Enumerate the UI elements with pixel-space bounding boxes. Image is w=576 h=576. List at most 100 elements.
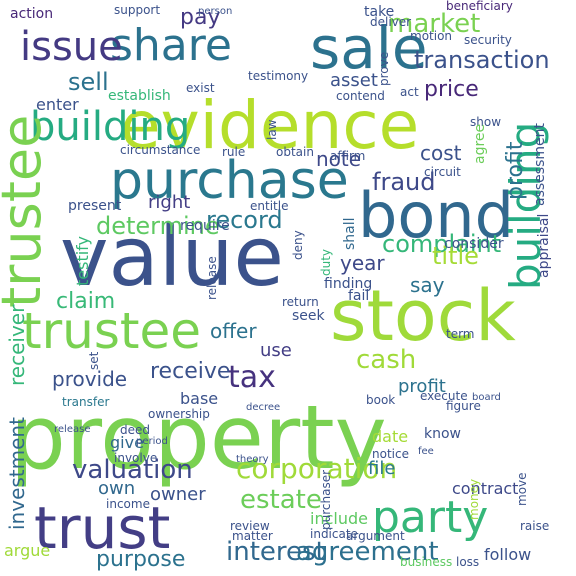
- word-purchaser: purchaser: [319, 470, 333, 530]
- word-receiver: receiver: [5, 304, 29, 386]
- word-fail: fail: [348, 288, 369, 304]
- word-offer: determine: [96, 212, 220, 240]
- word-price: transaction: [414, 46, 550, 74]
- word-estate: corporation: [236, 452, 397, 485]
- word-establish: establish: [108, 88, 171, 104]
- word-evidence: evidence: [120, 87, 419, 164]
- word-support: support: [114, 3, 160, 17]
- word-figure: figure: [446, 399, 481, 413]
- word-follow: follow: [484, 545, 531, 564]
- word-own: own: [98, 478, 135, 499]
- word-base: base: [180, 389, 218, 408]
- word-property: property: [10, 386, 387, 489]
- word-execute: execute: [420, 389, 468, 403]
- word-notice: notice: [372, 447, 409, 461]
- word-transfer: transfer: [62, 395, 109, 409]
- word-transaction: purpose: [96, 547, 185, 572]
- word-contend: contend: [336, 89, 385, 103]
- word-require: require: [180, 218, 230, 234]
- word-sell: building: [30, 104, 190, 150]
- word-money: money: [467, 479, 481, 520]
- word-exist: exist: [186, 81, 215, 95]
- word-testimony: testimony: [248, 69, 308, 83]
- word-return: return: [282, 295, 319, 309]
- word-purchase: purchase: [110, 151, 349, 211]
- word-term: term: [446, 327, 475, 341]
- word-year: title: [432, 242, 479, 270]
- word-claim: fraud: [372, 168, 435, 196]
- word-period: period: [136, 436, 168, 447]
- word-act: act: [400, 85, 419, 99]
- word-decree: decree: [246, 402, 280, 413]
- word-consider: consider: [444, 236, 504, 252]
- word-affirm: affirm: [330, 149, 365, 163]
- word-finding: finding: [324, 276, 372, 292]
- word-show: show: [470, 115, 501, 129]
- word-know: know: [424, 426, 461, 442]
- word-market: record: [206, 206, 283, 234]
- word-date: date: [372, 427, 408, 446]
- word-ownership: ownership: [148, 407, 210, 421]
- word-land: file: [368, 458, 395, 479]
- word-building: building: [501, 122, 550, 290]
- word-involve: involve: [114, 451, 157, 465]
- word-entitle: entitle: [250, 199, 288, 213]
- word-cash: interest: [226, 537, 326, 567]
- word-circumstance: circumstance: [120, 143, 200, 157]
- word-set: set: [87, 351, 101, 370]
- word-determine: pay: [180, 5, 220, 30]
- word-board: board: [472, 392, 501, 403]
- word-take: take: [364, 4, 394, 20]
- word-receive: claim: [56, 289, 115, 314]
- word-enter: enter: [36, 95, 79, 114]
- word-action: action: [10, 6, 53, 22]
- word-agreement: sell: [68, 68, 109, 96]
- word-business: business: [400, 555, 452, 569]
- word-fraud: price: [424, 77, 479, 102]
- word-trust: trust: [34, 494, 170, 562]
- word-present: present: [68, 198, 122, 214]
- word-rule: rule: [222, 145, 245, 159]
- word-purpose: valuation: [72, 455, 193, 485]
- word-testify: testify: [73, 236, 92, 286]
- word-security: security: [464, 33, 512, 47]
- word-tax: issue: [20, 24, 123, 70]
- word-owner: asset: [330, 70, 378, 91]
- word-agree: agree: [472, 124, 488, 164]
- word-deny: release: [205, 256, 219, 300]
- word-indicate: indicate: [310, 527, 358, 541]
- word-investment: investment: [5, 417, 29, 530]
- word-law: law: [265, 119, 279, 140]
- word-allege: owner: [150, 484, 206, 505]
- word-loss: loss: [456, 555, 479, 569]
- word-review: review: [230, 519, 270, 533]
- word-contract: contract: [452, 479, 518, 498]
- word-move: move: [515, 472, 529, 506]
- word-deed: deed: [120, 423, 150, 437]
- word-deliver: deliver: [370, 15, 411, 29]
- word-provide: say: [410, 273, 445, 297]
- word-right: right: [148, 192, 190, 213]
- word-sale: sale: [310, 14, 428, 82]
- word-cost: year: [340, 251, 385, 275]
- word-profit: profit: [503, 141, 528, 200]
- word-seek: seek: [292, 308, 326, 324]
- word-duty: duty: [319, 249, 333, 276]
- word-argument: argument: [346, 529, 405, 543]
- word-use: cost: [420, 141, 462, 165]
- word-book: book: [366, 393, 395, 407]
- word-file: note: [316, 147, 361, 171]
- word-interest: tax: [228, 360, 276, 395]
- word-assessment: assessment: [532, 123, 548, 206]
- word-person: person: [198, 6, 232, 17]
- word-obtain: obtain: [276, 145, 314, 159]
- word-result: include: [310, 509, 368, 528]
- word-give: give: [110, 433, 144, 452]
- word-income: income: [106, 497, 150, 511]
- word-release: release: [54, 424, 90, 435]
- word-appraisal: appraisal: [536, 214, 552, 278]
- word-circuit: circuit: [424, 165, 461, 179]
- word-conclude: deny: [291, 230, 305, 260]
- word-party: trustee: [0, 115, 53, 308]
- word-trustee: trustee: [22, 302, 201, 360]
